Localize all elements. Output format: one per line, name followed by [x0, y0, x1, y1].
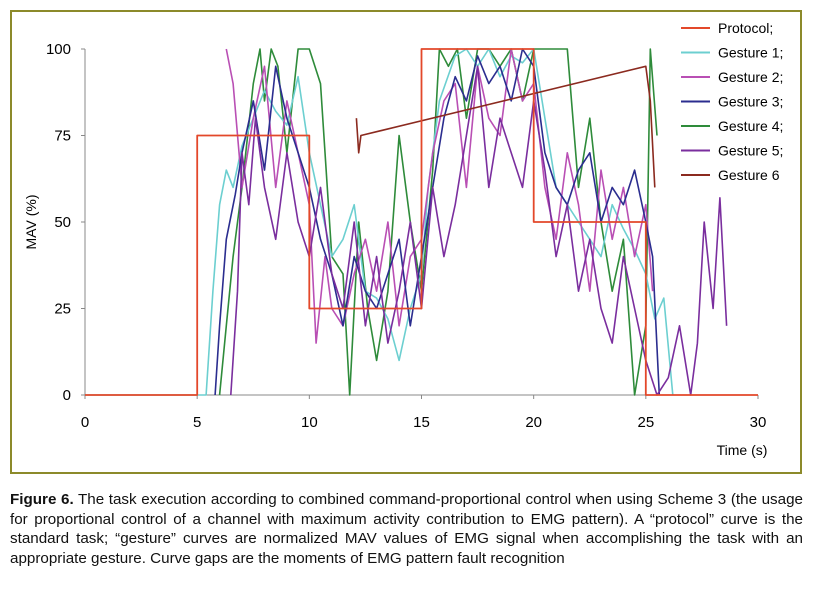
legend-label: Gesture 2; [718, 69, 783, 85]
series-line-4 [218, 48, 658, 396]
x-tick-label: 15 [413, 414, 430, 431]
figure-caption-text: The task execution according to combined… [10, 491, 803, 567]
y-tick-label: 75 [54, 128, 71, 145]
series-line-1 [85, 48, 674, 396]
x-tick-label: 20 [525, 414, 542, 431]
mav-line-chart: 0 25 50 75 100 0 5 10 15 20 25 30 Protocol; Gesture … [23, 20, 783, 458]
series-line-5 [230, 65, 728, 396]
x-tick-label: 10 [301, 414, 318, 431]
figure-caption-label: Figure 6. [10, 491, 74, 508]
y-tick-label: 25 [54, 301, 71, 318]
chart-frame [10, 10, 802, 474]
legend-label: Gesture 4; [718, 118, 783, 134]
x-tick-label: 5 [193, 414, 201, 431]
x-axis-label: Time (s) [717, 442, 768, 458]
plot-area [85, 48, 758, 396]
legend-label: Gesture 3; [718, 94, 783, 110]
y-tick-label: 0 [63, 387, 71, 404]
y-axis-label: MAV (%) [23, 195, 39, 250]
x-tick-label: 25 [637, 414, 654, 431]
legend-label: Gesture 6 [718, 167, 780, 183]
legend-label: Gesture 5; [718, 143, 783, 159]
y-tick-label: 50 [54, 214, 71, 231]
legend-label: Protocol; [718, 20, 773, 36]
legend: Protocol; Gesture 1; Gesture 2; Gesture 3; G… [681, 20, 783, 183]
series-line-6 [355, 65, 656, 188]
x-tick-label: 0 [81, 414, 89, 431]
figure-caption: Figure 6. The task execution according t… [10, 490, 803, 568]
series-line-2 [225, 48, 654, 344]
y-tick-label: 100 [46, 41, 71, 58]
series-line-0 [85, 48, 758, 396]
legend-label: Gesture 1; [718, 45, 783, 61]
x-tick-label: 30 [750, 414, 767, 431]
